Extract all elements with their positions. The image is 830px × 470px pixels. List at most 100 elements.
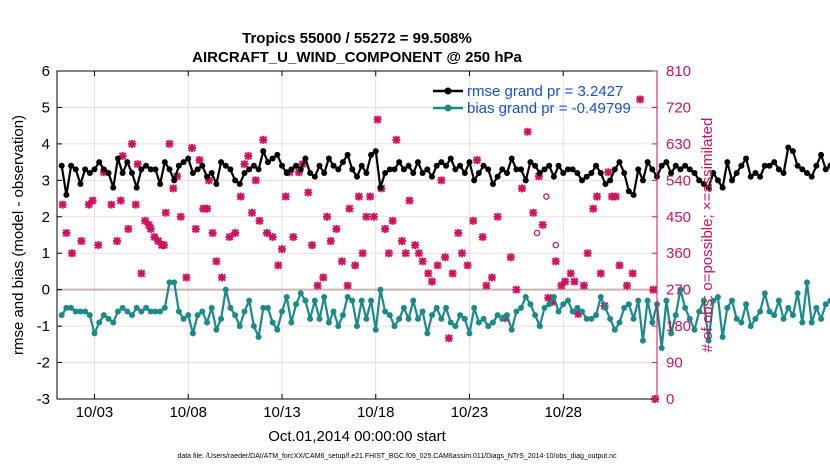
obs-assimilated-marker [636, 95, 645, 104]
rmse-point [799, 166, 806, 173]
bias-point [414, 315, 421, 322]
obs-assimilated-marker [208, 228, 217, 237]
bias-point [569, 308, 576, 315]
obs-assimilated-marker [68, 249, 76, 258]
rmse-point [700, 180, 707, 187]
bias-point [579, 308, 585, 315]
y2-tick-label: 720 [666, 99, 691, 116]
bias-point [213, 326, 220, 333]
rmse-point [429, 173, 435, 180]
bias-point [297, 290, 304, 297]
bias-point [696, 308, 703, 315]
rmse-point [550, 173, 557, 180]
rmse-point [335, 166, 342, 173]
obs-assimilated-marker [596, 269, 605, 278]
obs-assimilated-marker [351, 261, 360, 270]
bias-point [663, 297, 670, 304]
bias-point [743, 301, 750, 308]
bias-point [672, 312, 679, 319]
x-tick-label: 10/13 [263, 404, 301, 421]
obs-assimilated-marker [518, 184, 526, 193]
bias-point [457, 312, 464, 319]
bias-point [738, 319, 745, 326]
bias-point [771, 312, 778, 319]
y-tick-label: 6 [42, 63, 50, 80]
rmse-point [513, 166, 520, 173]
bias-point [368, 297, 375, 304]
obs-assimilated-marker [165, 139, 174, 148]
bias-point [311, 297, 318, 304]
obs-assimilated-marker [268, 233, 277, 242]
obs-assimilated-marker [428, 277, 436, 286]
obs-assimilated-marker [338, 257, 346, 266]
bias-point [246, 297, 253, 304]
rmse-point [283, 170, 290, 177]
bias-point [508, 326, 515, 333]
obs-assimilated-marker [623, 281, 631, 290]
rmse-point [475, 170, 482, 177]
rmse-point [354, 173, 360, 180]
bias-point [194, 312, 201, 319]
rmse-point [639, 177, 646, 184]
rmse-point [508, 155, 515, 162]
bias-point [208, 304, 215, 311]
rmse-point [133, 184, 140, 191]
rmse-point [396, 159, 403, 166]
bias-point [96, 319, 103, 326]
rmse-point [696, 177, 703, 184]
rmse-point [827, 162, 830, 169]
rmse-point [236, 180, 243, 187]
bias-point [494, 312, 501, 319]
bias-point [560, 301, 567, 308]
rmse-point [719, 184, 726, 191]
rmse-point [288, 166, 295, 173]
rmse-point [668, 170, 675, 177]
bias-point [705, 337, 712, 344]
y-tick-label: 1 [42, 245, 50, 262]
obs-assimilated-marker [529, 208, 538, 217]
bias-point [58, 312, 65, 319]
bias-point [475, 319, 482, 326]
bias-point [133, 304, 140, 311]
obs-assimilated-marker [405, 196, 414, 205]
rmse-point [232, 177, 239, 184]
bias-point [452, 323, 459, 330]
obs-assimilated-marker [182, 273, 191, 282]
bias-point [583, 315, 590, 322]
bias-point [330, 308, 337, 315]
rmse-point [658, 162, 665, 169]
bias-point [325, 319, 332, 326]
bias-point [541, 304, 548, 311]
bias-point [752, 315, 759, 322]
rmse-point [250, 162, 257, 169]
bias-point [471, 304, 478, 311]
obs-assimilated-marker [583, 249, 592, 258]
rmse-point [363, 170, 370, 177]
obs-count-markers [58, 95, 660, 403]
rmse-point [86, 170, 93, 177]
bias-point [410, 297, 417, 304]
bias-point [222, 286, 229, 293]
obs-assimilated-marker [77, 237, 86, 246]
rmse-point [63, 191, 70, 198]
rmse-point [293, 162, 300, 169]
obs-assimilated-marker [107, 200, 116, 209]
rmse-point [607, 177, 614, 184]
chart-title: Tropics 55000 / 55272 = 99.508% [242, 30, 472, 47]
bias-point [119, 304, 126, 311]
obs-assimilated-marker [323, 212, 331, 221]
rmse-point [714, 177, 721, 184]
rmse-point [546, 162, 553, 169]
obs-assimilated-marker [240, 160, 249, 169]
obs-assimilated-marker [308, 241, 316, 250]
rmse-point [457, 162, 464, 169]
bias-point [321, 293, 328, 300]
bias-point [747, 323, 754, 330]
legend-bias-label: bias grand pr = -0.49799 [467, 100, 631, 117]
obs-assimilated-marker [124, 224, 133, 233]
rmse-point [82, 166, 89, 173]
obs-assimilated-marker [332, 224, 341, 233]
rmse-point [124, 159, 131, 166]
bias-point [180, 315, 187, 322]
rmse-point [485, 166, 492, 173]
